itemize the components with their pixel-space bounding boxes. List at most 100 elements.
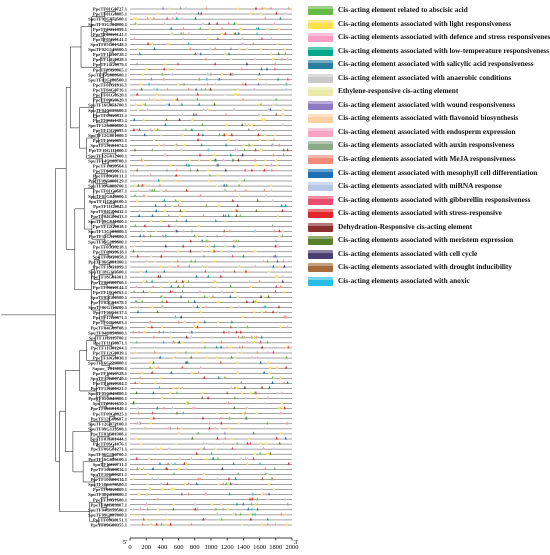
cis-element-marker bbox=[250, 355, 253, 359]
cis-element-marker bbox=[194, 330, 197, 334]
cis-element-marker bbox=[169, 426, 172, 430]
cis-element-marker bbox=[231, 446, 234, 450]
cis-element-marker bbox=[245, 340, 249, 344]
cis-element-marker bbox=[227, 249, 231, 253]
cis-element-marker bbox=[150, 279, 154, 283]
cis-element-marker bbox=[132, 400, 135, 405]
cis-element-marker bbox=[199, 26, 202, 30]
legend-label: Cis-acting element related to abscisic a… bbox=[338, 5, 468, 14]
cis-element-marker bbox=[169, 330, 172, 334]
cis-element-marker bbox=[184, 350, 188, 354]
cis-element-marker bbox=[234, 188, 237, 192]
cis-element-marker bbox=[181, 112, 184, 116]
cis-element-marker bbox=[271, 56, 274, 61]
gene-label: PpeTF01G0085.1 bbox=[93, 12, 128, 17]
cis-element-marker bbox=[156, 11, 159, 15]
cis-element-marker bbox=[144, 259, 148, 263]
cis-element-marker bbox=[188, 264, 191, 268]
legend-label: Cis-acting elements associated with auxi… bbox=[338, 140, 515, 150]
gene-label: PpeTF06G00760.1 bbox=[91, 280, 128, 285]
axis-tick-label: 400 bbox=[158, 544, 168, 551]
cis-element-marker bbox=[228, 411, 231, 415]
cis-element-marker bbox=[265, 82, 268, 86]
cis-element-marker bbox=[164, 122, 167, 126]
cis-element-marker bbox=[280, 400, 284, 405]
cis-element-marker bbox=[224, 436, 227, 440]
cis-element-marker bbox=[154, 228, 158, 233]
cis-element-marker bbox=[133, 380, 137, 384]
cis-element-marker bbox=[183, 142, 186, 147]
cis-element-marker bbox=[226, 345, 229, 349]
cis-element-marker bbox=[244, 188, 248, 192]
cis-element-marker bbox=[178, 431, 181, 435]
cis-element-marker bbox=[181, 279, 184, 283]
cis-element-marker bbox=[178, 117, 181, 121]
cis-element-marker bbox=[177, 112, 180, 116]
cis-element-marker bbox=[166, 461, 170, 465]
cis-element-marker bbox=[206, 107, 210, 111]
cis-element-marker bbox=[274, 158, 278, 162]
cis-element-marker bbox=[263, 117, 266, 121]
cis-element-marker bbox=[249, 441, 252, 445]
cis-element-marker bbox=[141, 72, 145, 76]
gene-label: PpeTF14G0828.1 bbox=[93, 57, 128, 62]
cis-element-marker bbox=[155, 87, 159, 91]
cis-element-marker bbox=[225, 132, 228, 137]
cis-element-marker bbox=[227, 137, 230, 142]
cis-element-marker bbox=[260, 112, 263, 116]
cis-element-marker bbox=[217, 481, 220, 486]
cis-element-marker bbox=[150, 476, 154, 481]
cis-element-marker bbox=[152, 87, 156, 91]
cis-element-marker bbox=[261, 476, 264, 481]
gene-label: SpuTF12G012400.1 bbox=[88, 153, 128, 158]
gene-label: PpeTF12G0018.1 bbox=[93, 224, 128, 229]
cis-element-marker bbox=[194, 259, 197, 263]
cis-element-marker bbox=[236, 87, 240, 91]
legend-swatch bbox=[308, 19, 333, 29]
cis-element-marker bbox=[148, 320, 152, 324]
cis-element-marker bbox=[159, 264, 162, 268]
cis-element-marker bbox=[177, 284, 180, 288]
cis-element-marker bbox=[137, 330, 141, 334]
cis-element-marker bbox=[274, 254, 277, 258]
cis-element-marker bbox=[266, 471, 269, 476]
cis-element-marker bbox=[230, 355, 233, 359]
legend-swatch bbox=[308, 73, 333, 83]
cis-element-marker bbox=[202, 471, 205, 476]
cis-element-marker bbox=[236, 350, 239, 354]
cis-element-marker bbox=[160, 481, 163, 486]
cis-element-marker bbox=[171, 16, 174, 20]
cis-element-marker bbox=[172, 507, 175, 511]
cis-element-marker bbox=[159, 188, 163, 192]
cis-element-marker bbox=[162, 330, 165, 334]
cis-element-marker bbox=[154, 259, 157, 263]
cis-element-marker bbox=[208, 426, 211, 430]
legend-label: Cis-acting elements associated with defe… bbox=[338, 32, 550, 42]
cis-element-marker bbox=[170, 31, 173, 35]
gene-label: PpeTF16G085100.1 bbox=[88, 457, 127, 462]
cis-element-marker bbox=[175, 390, 179, 395]
cis-element-marker bbox=[240, 380, 243, 384]
gene-label: SpuTF14G108700.1 bbox=[88, 158, 128, 163]
legend-item: Cis-acting elements associated with defe… bbox=[308, 31, 550, 45]
cis-element-marker bbox=[202, 441, 206, 445]
cis-element-marker bbox=[216, 436, 219, 440]
cis-element-marker bbox=[235, 208, 238, 212]
cis-element-marker bbox=[208, 26, 212, 30]
cis-element-marker bbox=[267, 107, 271, 111]
cis-element-marker bbox=[206, 239, 210, 243]
cis-element-marker bbox=[153, 365, 156, 369]
cis-element-marker bbox=[164, 512, 168, 516]
cis-element-marker bbox=[283, 11, 287, 15]
cis-element-marker bbox=[196, 304, 199, 309]
legend-swatch bbox=[308, 155, 333, 165]
axis-tick-label: 1400 bbox=[237, 544, 250, 551]
cis-element-marker bbox=[190, 11, 194, 15]
cis-element-marker bbox=[209, 284, 213, 288]
cis-element-marker bbox=[267, 492, 271, 496]
cis-element-marker bbox=[176, 426, 179, 430]
cis-element-marker bbox=[146, 107, 149, 111]
cis-element-marker bbox=[133, 289, 136, 293]
cis-element-marker bbox=[257, 112, 260, 116]
cis-element-marker bbox=[230, 385, 233, 390]
